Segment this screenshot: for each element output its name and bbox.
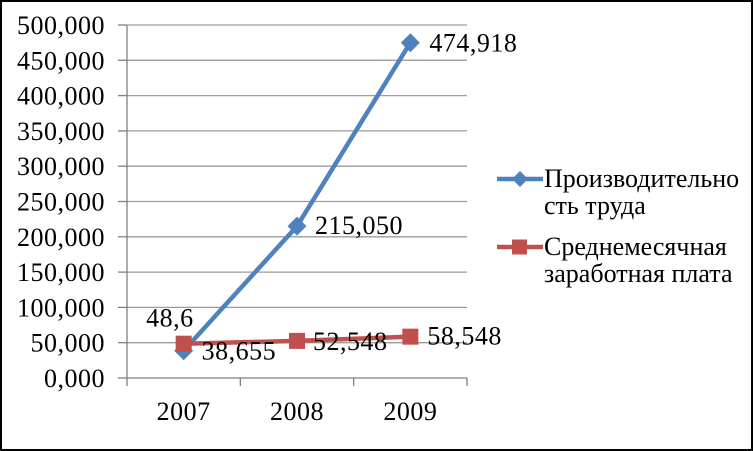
x-tick-label: 2008 <box>270 397 324 426</box>
y-tick-label: 500,000 <box>17 11 105 40</box>
legend-label-salary: Среднемесячная заработная плата <box>544 233 733 287</box>
line-square-marker-icon <box>497 239 543 255</box>
diamond-icon <box>512 171 528 187</box>
x-tick-label: 2009 <box>383 397 437 426</box>
x-tick-label: 2007 <box>157 397 211 426</box>
series-1-square-marker <box>402 328 419 345</box>
legend-label-productivity: Производительно сть труда <box>544 165 739 219</box>
legend-label-line: Среднемесячная <box>544 232 727 261</box>
y-tick-label: 100,000 <box>17 293 105 322</box>
series-0-line <box>181 40 413 353</box>
series-1-data-label: 48,6 <box>146 304 194 333</box>
series-0-data-label: 215,050 <box>315 211 403 240</box>
legend-label-line: Производительно <box>544 164 740 193</box>
series-1-square-marker <box>289 332 305 349</box>
y-tick-label: 150,000 <box>17 258 105 287</box>
series-0-diamond-marker <box>287 216 307 236</box>
series-0-diamond-marker <box>400 33 420 53</box>
legend: Производительно сть труда Среднемесячная… <box>496 165 739 287</box>
legend-item-productivity: Производительно сть труда <box>496 165 739 219</box>
y-tick-label: 50,000 <box>31 329 106 358</box>
series-0-data-label: 38,655 <box>202 337 277 366</box>
series-1-data-label: 52,548 <box>313 327 388 356</box>
y-tick-label: 350,000 <box>17 117 105 146</box>
y-tick-label: 250,000 <box>17 188 105 217</box>
legend-item-salary: Среднемесячная заработная плата <box>496 233 739 287</box>
y-tick-label: 0,000 <box>44 364 105 393</box>
square-icon <box>512 239 527 255</box>
y-tick-label: 300,000 <box>17 152 105 181</box>
y-tick-label: 400,000 <box>17 82 105 111</box>
y-tick-label: 450,000 <box>17 46 105 75</box>
line-diamond-marker-icon <box>497 171 543 187</box>
series-1-data-label: 58,548 <box>427 322 502 351</box>
series-1-square-marker <box>175 335 192 352</box>
series-0-data-label: 474,918 <box>429 29 517 58</box>
y-tick-label: 200,000 <box>17 223 105 252</box>
legend-label-line: заработная плата <box>544 259 733 288</box>
legend-label-line: сть труда <box>544 191 646 220</box>
